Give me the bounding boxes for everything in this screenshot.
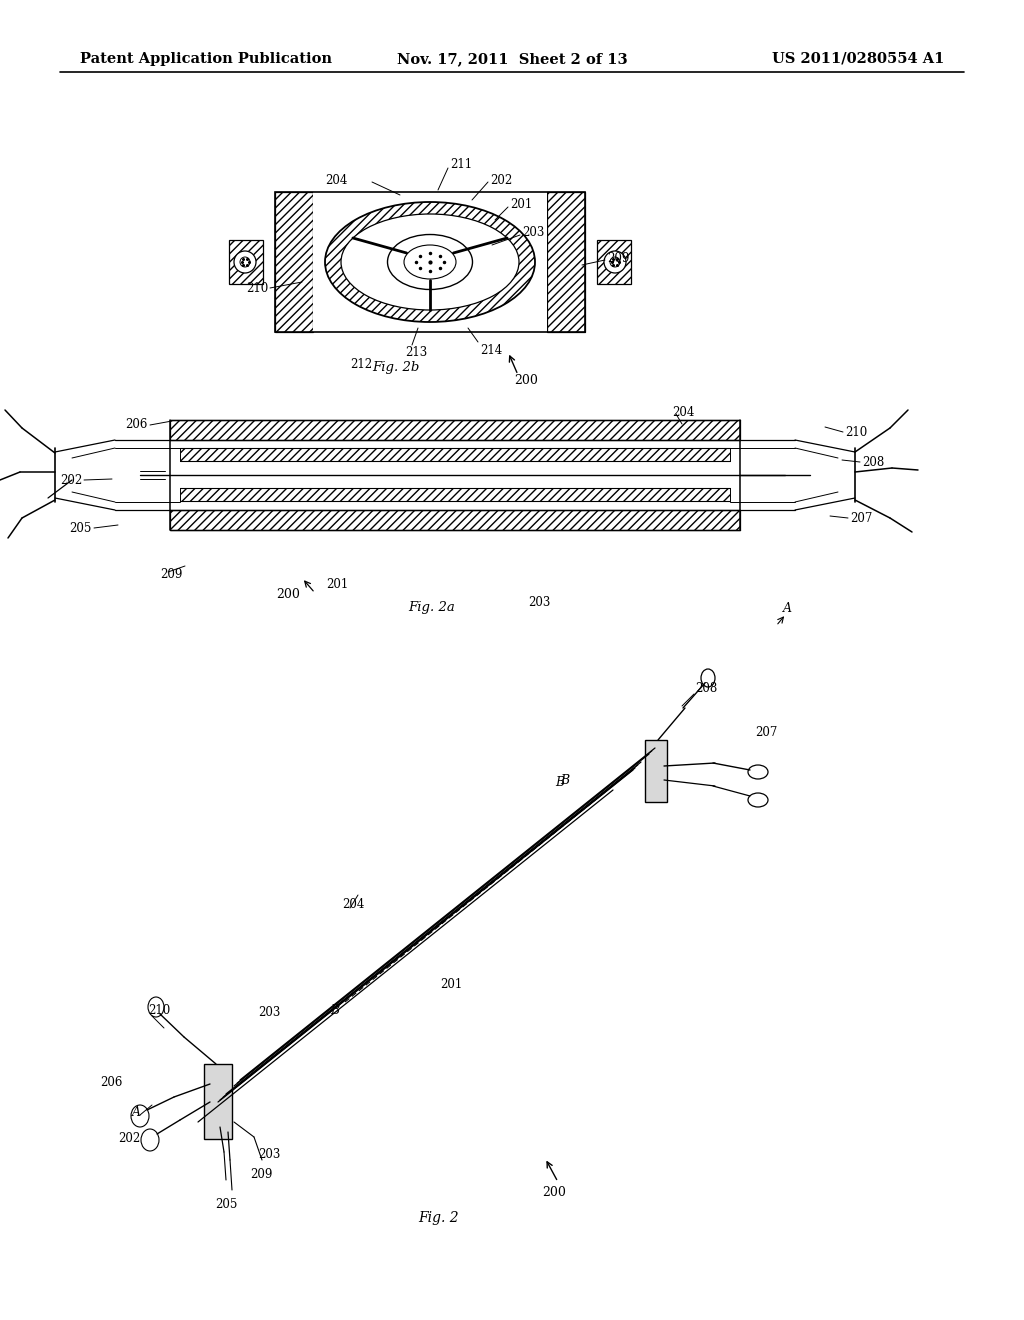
Ellipse shape	[131, 1105, 150, 1127]
Bar	[229, 240, 263, 284]
Text: 201: 201	[440, 978, 462, 991]
Bar	[547, 191, 585, 333]
Text: 210: 210	[246, 281, 268, 294]
Text: 204: 204	[326, 173, 348, 186]
Text: 214: 214	[480, 343, 502, 356]
Text: 207: 207	[850, 511, 872, 524]
Text: 212: 212	[350, 359, 372, 371]
Text: 207: 207	[755, 726, 777, 738]
Text: 209: 209	[160, 569, 182, 582]
Ellipse shape	[701, 669, 715, 686]
Text: Nov. 17, 2011  Sheet 2 of 13: Nov. 17, 2011 Sheet 2 of 13	[396, 51, 628, 66]
Text: 201: 201	[510, 198, 532, 211]
Text: B: B	[330, 1003, 339, 1016]
Text: 209: 209	[250, 1168, 272, 1181]
Text: B: B	[555, 776, 564, 789]
Bar	[313, 191, 547, 333]
Text: Fig. 2a: Fig. 2a	[408, 602, 455, 615]
Text: 209: 209	[607, 252, 630, 264]
Bar	[170, 510, 740, 531]
Bar	[645, 741, 667, 803]
Ellipse shape	[325, 202, 535, 322]
Text: B: B	[560, 774, 569, 787]
Bar	[180, 488, 730, 502]
Text: 202: 202	[59, 474, 82, 487]
Text: 203: 203	[528, 595, 550, 609]
Text: A: A	[132, 1106, 141, 1118]
Text: 210: 210	[148, 1003, 170, 1016]
Text: 211: 211	[450, 158, 472, 172]
Text: A: A	[783, 602, 792, 615]
Text: 210: 210	[845, 425, 867, 438]
Bar	[204, 1064, 232, 1139]
Text: 206: 206	[100, 1076, 123, 1089]
Text: 203: 203	[258, 1006, 281, 1019]
Text: 208: 208	[862, 455, 885, 469]
Text: 200: 200	[542, 1185, 566, 1199]
Bar	[275, 191, 585, 333]
Text: 205: 205	[215, 1199, 238, 1212]
Bar	[180, 447, 730, 461]
Ellipse shape	[141, 1129, 159, 1151]
Text: US 2011/0280554 A1: US 2011/0280554 A1	[772, 51, 944, 66]
Ellipse shape	[234, 251, 256, 273]
Text: 205: 205	[70, 521, 92, 535]
Ellipse shape	[404, 246, 456, 279]
Text: 213: 213	[406, 346, 427, 359]
Text: 202: 202	[490, 173, 512, 186]
Text: 200: 200	[514, 374, 538, 387]
Text: Patent Application Publication: Patent Application Publication	[80, 51, 332, 66]
Ellipse shape	[748, 766, 768, 779]
Text: Fig. 2b: Fig. 2b	[372, 362, 420, 375]
Text: 208: 208	[695, 681, 717, 694]
Ellipse shape	[387, 235, 472, 289]
Ellipse shape	[341, 214, 519, 310]
Text: Fig. 2: Fig. 2	[418, 1210, 459, 1225]
Text: 203: 203	[258, 1148, 281, 1162]
Ellipse shape	[748, 793, 768, 807]
Bar	[275, 191, 313, 333]
Text: 200: 200	[276, 587, 300, 601]
Bar	[170, 420, 740, 440]
Text: 204: 204	[672, 405, 694, 418]
Bar	[597, 240, 631, 284]
Text: 201: 201	[326, 578, 348, 591]
Text: 203: 203	[522, 227, 545, 239]
Text: 206: 206	[126, 418, 148, 432]
Ellipse shape	[148, 997, 164, 1016]
Ellipse shape	[604, 251, 626, 273]
Text: 204: 204	[342, 899, 365, 912]
Text: 202: 202	[118, 1131, 140, 1144]
